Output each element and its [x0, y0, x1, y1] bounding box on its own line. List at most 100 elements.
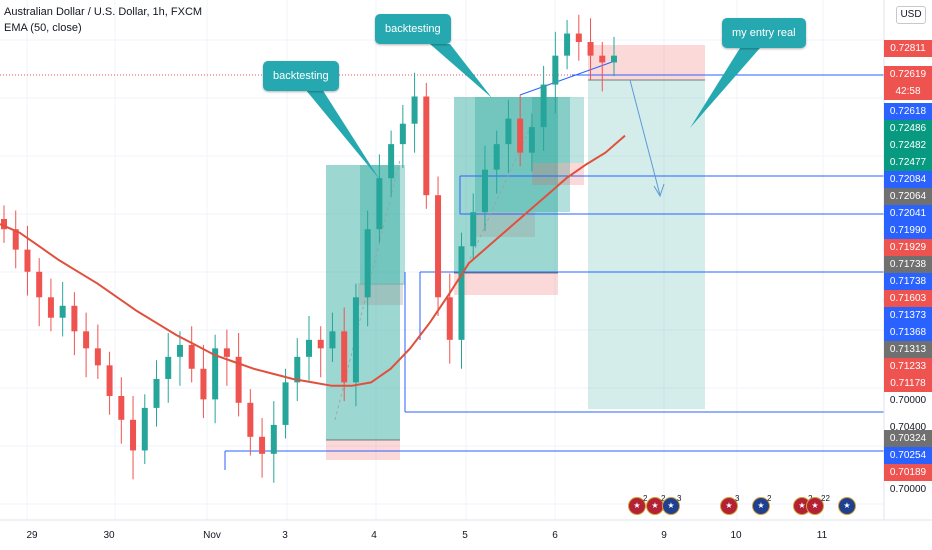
- candle-body: [458, 246, 465, 340]
- candle-body: [270, 424, 277, 454]
- candle-body: [71, 305, 78, 332]
- price-label: 0.71373: [884, 307, 932, 324]
- stop-zone-2: [454, 273, 558, 295]
- candle-body: [411, 96, 418, 124]
- inner-zone-f: [532, 163, 584, 185]
- event-count: 2: [643, 494, 648, 503]
- inner-zone-d: [475, 212, 535, 237]
- candle-body: [12, 229, 19, 250]
- candle-body: [540, 84, 547, 128]
- candle-body: [165, 356, 172, 379]
- price-label: 0.70000: [889, 484, 927, 495]
- candle-body: [141, 407, 148, 451]
- candle-body: [505, 118, 512, 145]
- candle-body: [106, 365, 113, 396]
- callout-backtesting-1[interactable]: backtesting: [263, 61, 339, 91]
- price-label: 0.71738: [884, 273, 932, 290]
- ema-line: [0, 134, 626, 387]
- time-axis-label: 3: [282, 530, 288, 541]
- candle-body: [517, 118, 524, 153]
- price-label: 0.71233: [884, 358, 932, 375]
- stop-zone-3: [588, 45, 705, 80]
- projection-arrow: [629, 79, 661, 196]
- candle-body: [36, 271, 43, 298]
- australia-flag-icon[interactable]: ★: [752, 497, 770, 515]
- candle-body: [94, 348, 101, 366]
- candle-body: [259, 436, 266, 454]
- price-label: 0.72482: [884, 137, 932, 154]
- price-label: 0.71929: [884, 239, 932, 256]
- time-axis-label: 29: [26, 530, 38, 541]
- time-axis-label: 10: [730, 530, 742, 541]
- price-label: 0.72084: [884, 171, 932, 188]
- event-count: 2: [767, 494, 772, 503]
- candle-body: [470, 212, 477, 247]
- price-label: 0.70189: [884, 464, 932, 481]
- indicator-legend-ema[interactable]: EMA (50, close): [4, 22, 82, 34]
- candle-body: [47, 297, 54, 318]
- time-axis-label: Nov: [203, 530, 221, 541]
- callout-arrows: [305, 44, 760, 180]
- profit-zone-3: [588, 80, 705, 409]
- candle-body: [611, 55, 617, 63]
- callout-my-entry-real[interactable]: my entry real: [722, 18, 806, 48]
- candle-body: [493, 144, 500, 170]
- candle-body: [423, 96, 430, 196]
- callout-backtesting-2[interactable]: backtesting: [375, 14, 451, 44]
- event-count: 22: [821, 494, 830, 503]
- australia-flag-icon[interactable]: ★: [662, 497, 680, 515]
- callout-tail-1: [305, 89, 380, 180]
- candle-body: [1, 219, 7, 230]
- time-axis-label: 5: [462, 530, 468, 541]
- price-label: 0.70254: [884, 447, 932, 464]
- price-label: 42:58: [884, 83, 932, 100]
- candle-body: [294, 356, 301, 383]
- price-label: 0.72811: [884, 40, 932, 57]
- horizontal-levels: [224, 61, 884, 470]
- candle-body: [399, 123, 406, 145]
- price-label: 0.72477: [884, 154, 932, 171]
- currency-selector[interactable]: USD: [896, 6, 926, 24]
- ema-50-line: [0, 134, 626, 387]
- price-label: 0.72064: [884, 188, 932, 205]
- price-label: 0.70000: [889, 395, 927, 406]
- event-count: 3: [677, 494, 682, 503]
- candle-body: [481, 169, 488, 213]
- event-count: 3: [735, 494, 740, 503]
- australia-flag-icon[interactable]: ★: [838, 497, 856, 515]
- us-flag-icon[interactable]: ★: [720, 497, 738, 515]
- candle-body: [59, 305, 66, 318]
- price-label: 0.71368: [884, 324, 932, 341]
- candle-body: [435, 195, 442, 298]
- price-label: 0.70324: [884, 430, 932, 447]
- price-label: 0.72618: [884, 103, 932, 120]
- price-label: 0.71990: [884, 222, 932, 239]
- us-flag-icon[interactable]: ★: [806, 497, 824, 515]
- candle-body: [200, 368, 207, 400]
- candle-body: [317, 339, 324, 349]
- time-axis-label: 11: [816, 530, 828, 541]
- candle-body: [130, 419, 137, 451]
- inner-zone-e: [532, 97, 584, 163]
- inner-zone-c: [475, 97, 570, 212]
- price-label: 0.72041: [884, 205, 932, 222]
- candle-body: [223, 348, 230, 357]
- price-label: 0.71313: [884, 341, 932, 358]
- candle-body: [388, 144, 395, 179]
- chart-symbol-title[interactable]: Australian Dollar / U.S. Dollar, 1h, FXC…: [4, 6, 203, 18]
- candle-body: [575, 33, 582, 43]
- us-flag-icon[interactable]: ★: [628, 497, 646, 515]
- stop-zone-1: [326, 440, 400, 460]
- candle-body: [188, 344, 195, 369]
- candles: [1, 14, 617, 483]
- time-axis[interactable]: [0, 520, 932, 550]
- candle-body: [282, 382, 289, 425]
- profit-zone-1: [326, 165, 400, 440]
- price-label: 0.72486: [884, 120, 932, 137]
- candle-body: [24, 249, 31, 272]
- candle-body: [564, 33, 571, 56]
- candle-body: [352, 297, 359, 383]
- event-count: 2: [661, 494, 666, 503]
- candle-body: [306, 339, 312, 357]
